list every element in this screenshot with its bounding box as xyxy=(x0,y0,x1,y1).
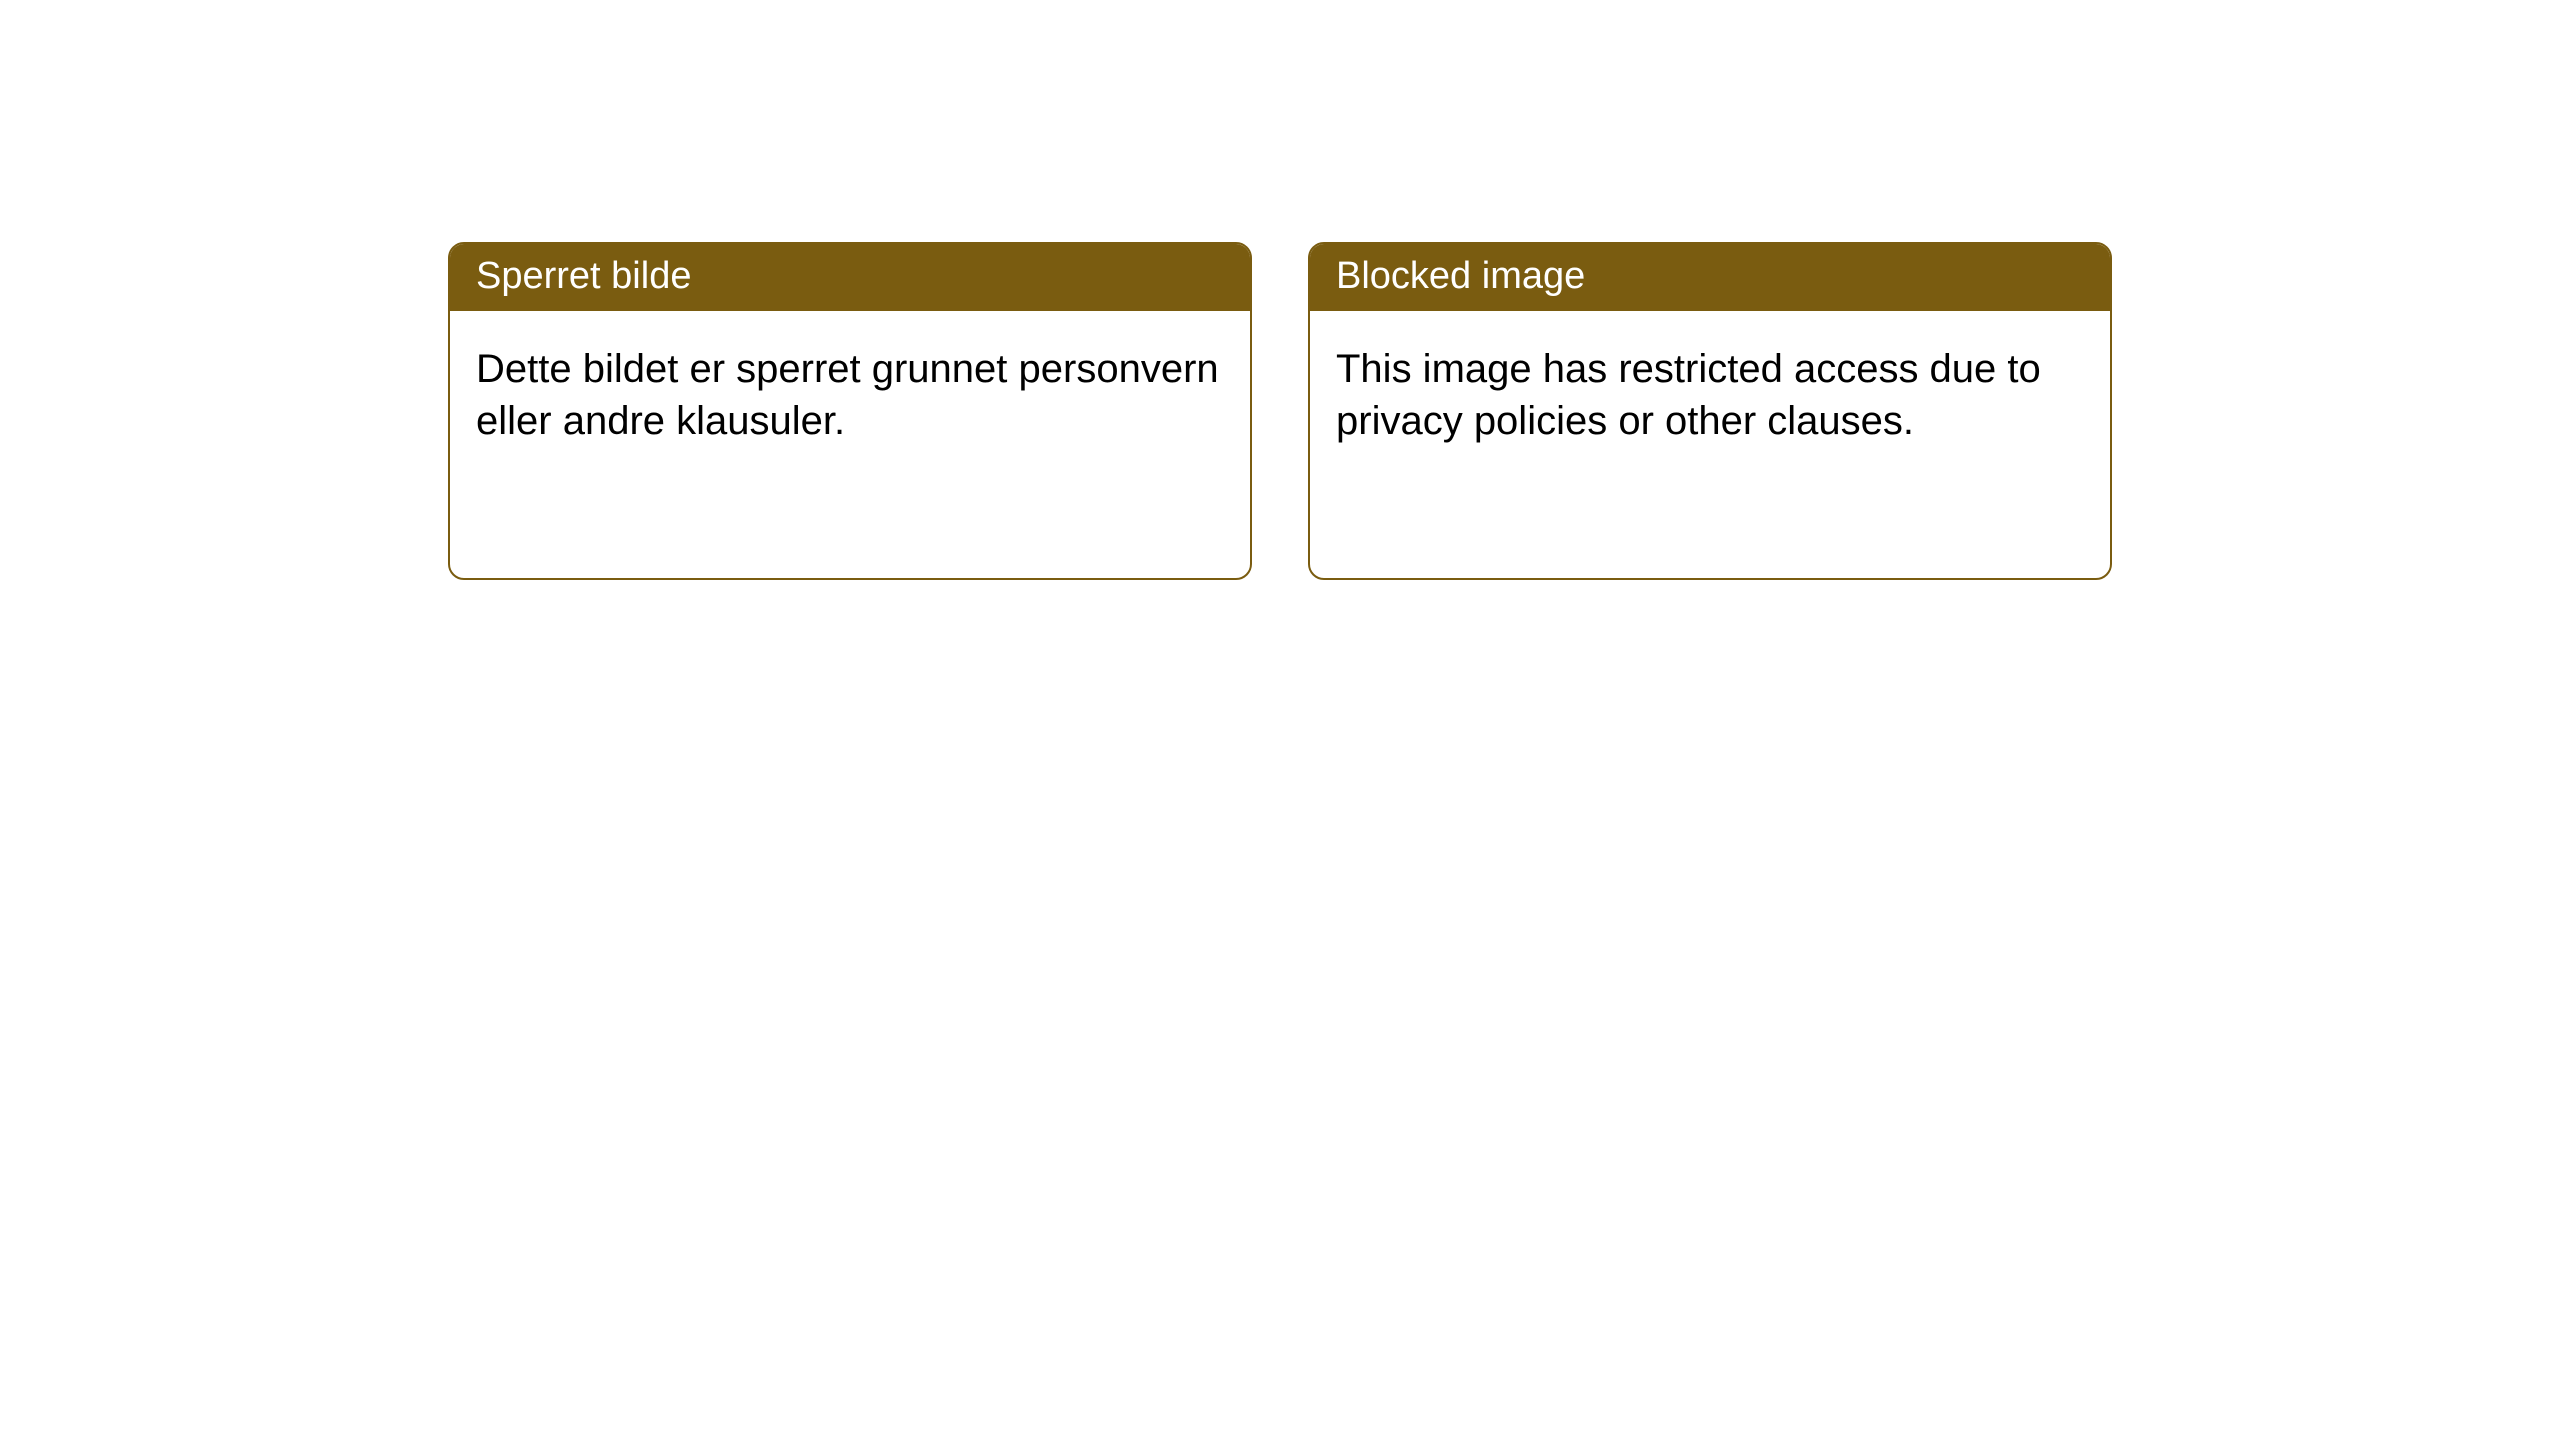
notice-body: Dette bildet er sperret grunnet personve… xyxy=(450,311,1250,479)
notice-header: Blocked image xyxy=(1310,244,2110,311)
notice-container: Sperret bilde Dette bildet er sperret gr… xyxy=(0,0,2560,580)
notice-card-norwegian: Sperret bilde Dette bildet er sperret gr… xyxy=(448,242,1252,580)
notice-body: This image has restricted access due to … xyxy=(1310,311,2110,479)
notice-card-english: Blocked image This image has restricted … xyxy=(1308,242,2112,580)
notice-header: Sperret bilde xyxy=(450,244,1250,311)
